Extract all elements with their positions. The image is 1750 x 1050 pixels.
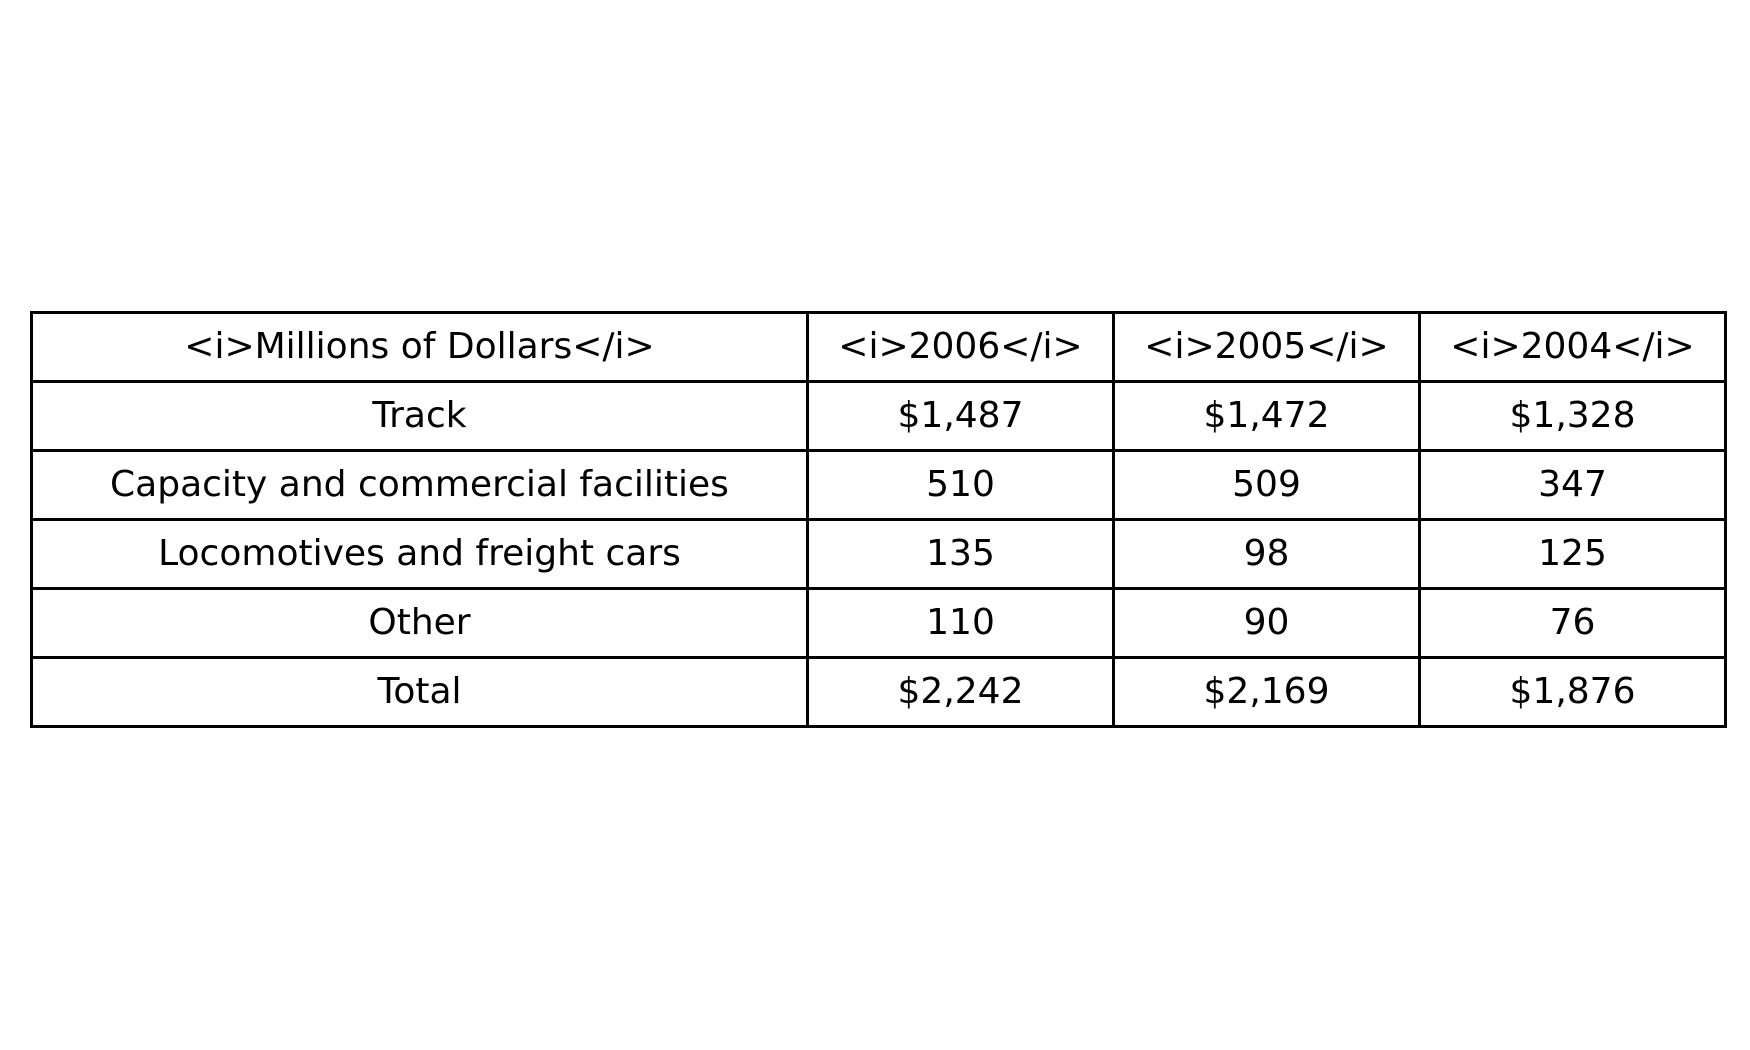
table-cell: $1,472	[1112, 380, 1421, 452]
table-body: <i>Millions of Dollars</i> <i>2006</i> <…	[30, 311, 1727, 728]
table-row: Locomotives and freight cars 135 98 125	[30, 518, 1727, 590]
table-cell: 98	[1112, 518, 1421, 590]
table-cell: 90	[1112, 587, 1421, 659]
row-label-cell: Total	[30, 656, 809, 728]
table-row: Other 110 90 76	[30, 587, 1727, 659]
header-cell: <i>Millions of Dollars</i>	[30, 311, 809, 383]
header-row: <i>Millions of Dollars</i> <i>2006</i> <…	[30, 311, 1727, 383]
data-table: <i>Millions of Dollars</i> <i>2006</i> <…	[30, 311, 1727, 728]
row-label-cell: Capacity and commercial facilities	[30, 449, 809, 521]
table-row: Track $1,487 $1,472 $1,328	[30, 380, 1727, 452]
table-cell: 347	[1418, 449, 1727, 521]
table-row: Capacity and commercial facilities 510 5…	[30, 449, 1727, 521]
header-cell: <i>2004</i>	[1418, 311, 1727, 383]
table-cell: 125	[1418, 518, 1727, 590]
table-cell: 510	[806, 449, 1115, 521]
table-cell: $1,328	[1418, 380, 1727, 452]
table-cell: 135	[806, 518, 1115, 590]
row-label-cell: Other	[30, 587, 809, 659]
table-cell: $2,242	[806, 656, 1115, 728]
row-label-cell: Locomotives and freight cars	[30, 518, 809, 590]
table-cell: 110	[806, 587, 1115, 659]
header-cell: <i>2006</i>	[806, 311, 1115, 383]
table-cell: $1,876	[1418, 656, 1727, 728]
table-cell: $1,487	[806, 380, 1115, 452]
header-cell: <i>2005</i>	[1112, 311, 1421, 383]
table-cell: $2,169	[1112, 656, 1421, 728]
total-row: Total $2,242 $2,169 $1,876	[30, 656, 1727, 728]
table-cell: 509	[1112, 449, 1421, 521]
table-cell: 76	[1418, 587, 1727, 659]
row-label-cell: Track	[30, 380, 809, 452]
